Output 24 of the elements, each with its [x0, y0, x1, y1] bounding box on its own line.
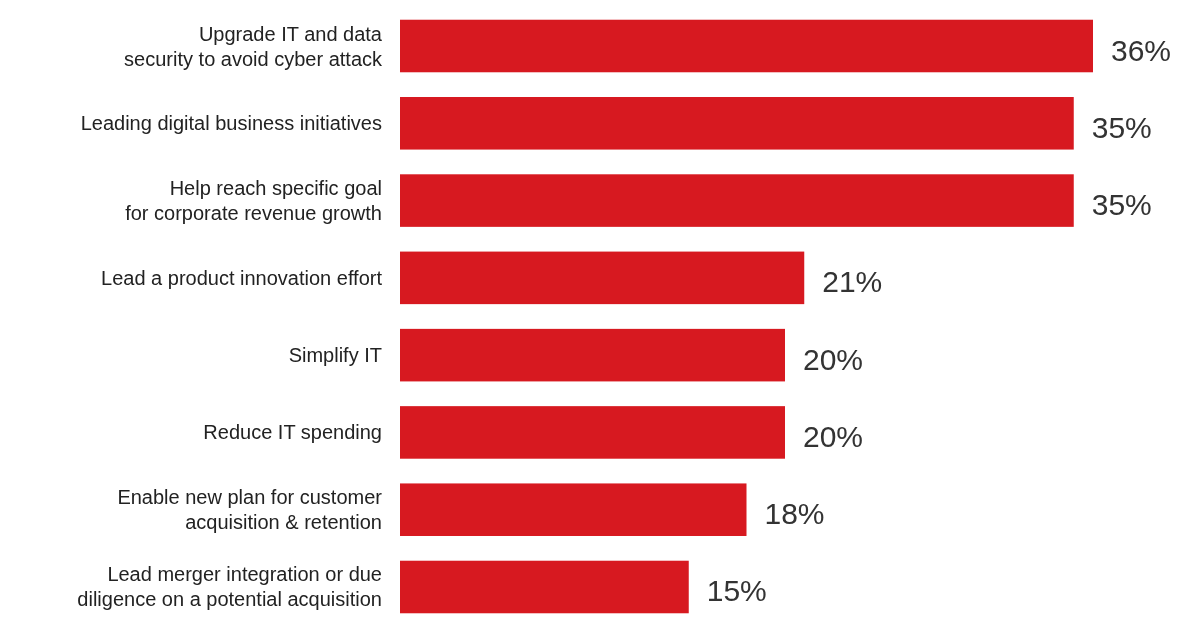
y-tick-label: Leading digital business initiatives [80, 112, 382, 135]
bar [400, 19, 1093, 73]
y-tick-label: Upgrade IT and data security to avoid cyber attack [124, 22, 383, 70]
data-label: 20% [803, 342, 864, 376]
data-label: 21% [822, 265, 883, 299]
data-label: 35% [1091, 110, 1152, 144]
data-label: 20% [803, 419, 864, 453]
bar [400, 483, 747, 536]
data-label: 36% [1111, 33, 1172, 67]
y-tick-label: Enable new plan for customer acquisition & retention [117, 486, 383, 534]
data-label: 35% [1091, 188, 1152, 222]
bar [400, 328, 785, 382]
y-tick-label: Lead merger integration or due diligence on a potential acquisition [77, 563, 382, 611]
bar [400, 251, 805, 305]
bar [400, 97, 1074, 150]
y-tick-label: Lead a product innovation effort [101, 266, 383, 289]
bar [400, 560, 689, 614]
bar [400, 406, 785, 459]
data-label: 15% [706, 574, 767, 608]
y-tick-label: Simplify IT [288, 344, 382, 367]
data-label: 18% [764, 497, 825, 531]
y-tick-label: Help reach specific goal for corporate revenue growth [125, 177, 382, 225]
y-tick-label: Reduce IT spending [203, 421, 382, 444]
bar [400, 174, 1074, 227]
